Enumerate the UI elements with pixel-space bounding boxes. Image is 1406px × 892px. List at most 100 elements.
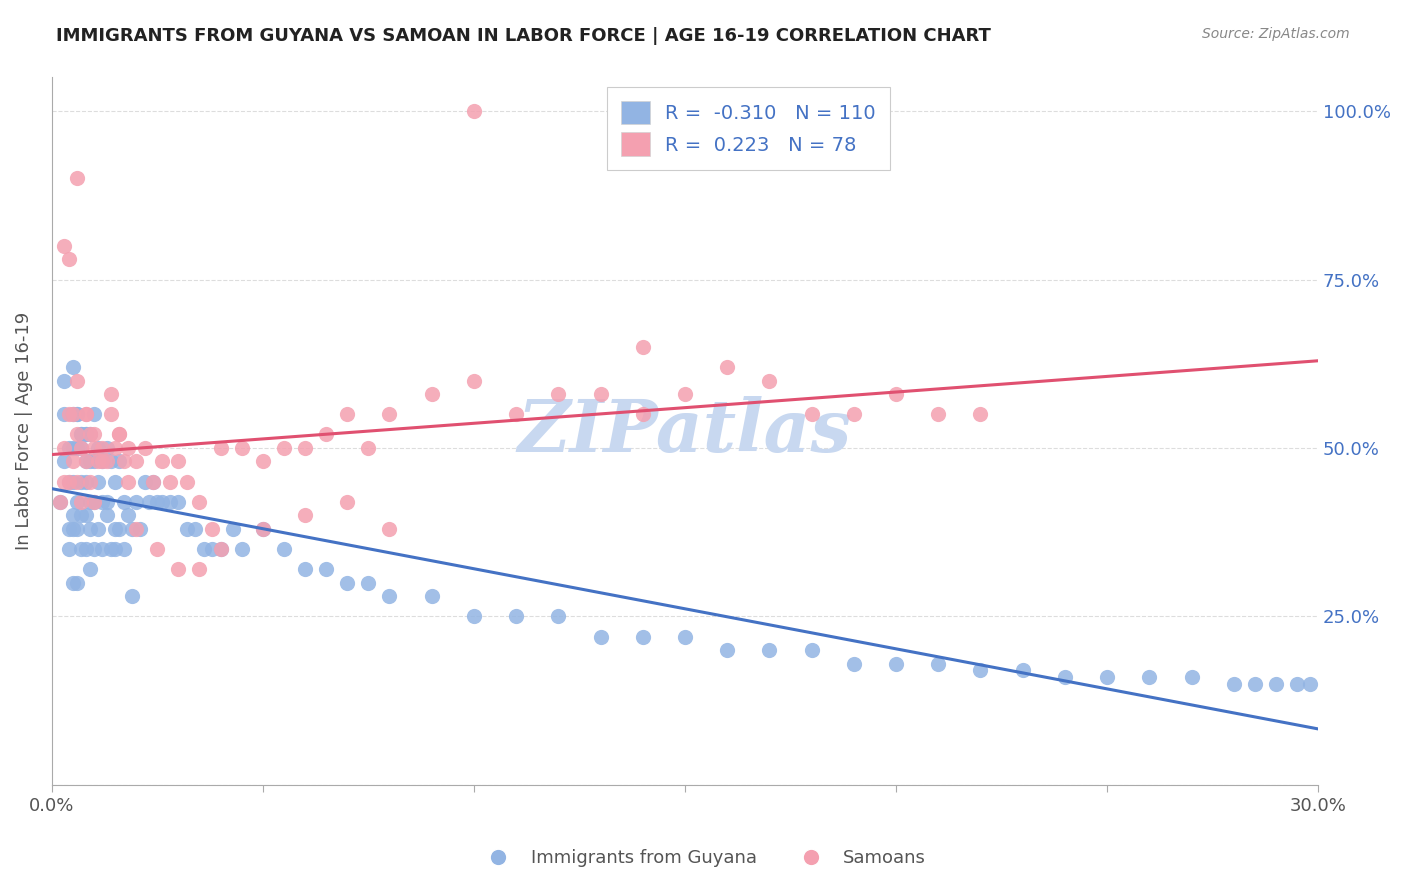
- Point: [87, 454, 110, 468]
- Point: [112, 541, 135, 556]
- Text: ZIPatlas: ZIPatlas: [517, 395, 852, 467]
- Point: [75, 427, 97, 442]
- Point: [125, 454, 148, 468]
- Point: [108, 427, 131, 442]
- Point: [70, 441, 93, 455]
- Point: [104, 522, 127, 536]
- Point: [294, 441, 316, 455]
- Point: [193, 541, 215, 556]
- Point: [66, 407, 89, 421]
- Point: [62, 522, 84, 536]
- Y-axis label: In Labor Force | Age 16-19: In Labor Force | Age 16-19: [15, 312, 32, 550]
- Point: [378, 407, 401, 421]
- Point: [79, 427, 101, 442]
- Point: [53, 407, 76, 421]
- Point: [589, 387, 612, 401]
- Point: [83, 541, 105, 556]
- Point: [100, 541, 122, 556]
- Point: [159, 495, 181, 509]
- Point: [420, 589, 443, 603]
- Point: [66, 575, 89, 590]
- Point: [273, 441, 295, 455]
- Point: [800, 407, 823, 421]
- Point: [589, 630, 612, 644]
- Point: [201, 541, 224, 556]
- Point: [842, 407, 865, 421]
- Point: [252, 454, 274, 468]
- Point: [70, 427, 93, 442]
- Point: [117, 441, 139, 455]
- Point: [673, 630, 696, 644]
- Point: [108, 522, 131, 536]
- Point: [188, 562, 211, 576]
- Point: [104, 475, 127, 489]
- Point: [142, 475, 165, 489]
- Point: [91, 441, 114, 455]
- Point: [336, 407, 359, 421]
- Point: [49, 495, 72, 509]
- Point: [1180, 670, 1202, 684]
- Point: [58, 252, 80, 267]
- Point: [927, 407, 949, 421]
- Point: [252, 522, 274, 536]
- Point: [91, 454, 114, 468]
- Point: [378, 589, 401, 603]
- Point: [758, 643, 780, 657]
- Point: [79, 427, 101, 442]
- Point: [66, 495, 89, 509]
- Point: [75, 427, 97, 442]
- Point: [121, 522, 143, 536]
- Point: [201, 522, 224, 536]
- Point: [62, 407, 84, 421]
- Point: [108, 454, 131, 468]
- Point: [1053, 670, 1076, 684]
- Point: [969, 407, 991, 421]
- Point: [100, 454, 122, 468]
- Point: [294, 562, 316, 576]
- Point: [66, 374, 89, 388]
- Point: [631, 407, 654, 421]
- Point: [104, 541, 127, 556]
- Point: [58, 407, 80, 421]
- Point: [62, 360, 84, 375]
- Point: [75, 508, 97, 523]
- Point: [96, 508, 118, 523]
- Point: [150, 454, 173, 468]
- Point: [91, 495, 114, 509]
- Point: [134, 475, 156, 489]
- Point: [357, 441, 380, 455]
- Point: [66, 441, 89, 455]
- Point: [547, 387, 569, 401]
- Point: [66, 475, 89, 489]
- Point: [184, 522, 207, 536]
- Point: [125, 522, 148, 536]
- Point: [96, 441, 118, 455]
- Point: [96, 495, 118, 509]
- Point: [188, 495, 211, 509]
- Point: [884, 387, 907, 401]
- Point: [129, 522, 152, 536]
- Point: [62, 454, 84, 468]
- Point: [716, 643, 738, 657]
- Point: [87, 522, 110, 536]
- Point: [91, 454, 114, 468]
- Point: [108, 427, 131, 442]
- Point: [209, 541, 232, 556]
- Point: [505, 407, 527, 421]
- Point: [75, 454, 97, 468]
- Point: [79, 522, 101, 536]
- Point: [142, 475, 165, 489]
- Point: [83, 495, 105, 509]
- Point: [758, 374, 780, 388]
- Point: [209, 541, 232, 556]
- Point: [66, 171, 89, 186]
- Point: [150, 495, 173, 509]
- Point: [58, 475, 80, 489]
- Point: [800, 643, 823, 657]
- Point: [1011, 663, 1033, 677]
- Point: [75, 454, 97, 468]
- Point: [53, 239, 76, 253]
- Point: [53, 374, 76, 388]
- Point: [167, 454, 190, 468]
- Point: [70, 508, 93, 523]
